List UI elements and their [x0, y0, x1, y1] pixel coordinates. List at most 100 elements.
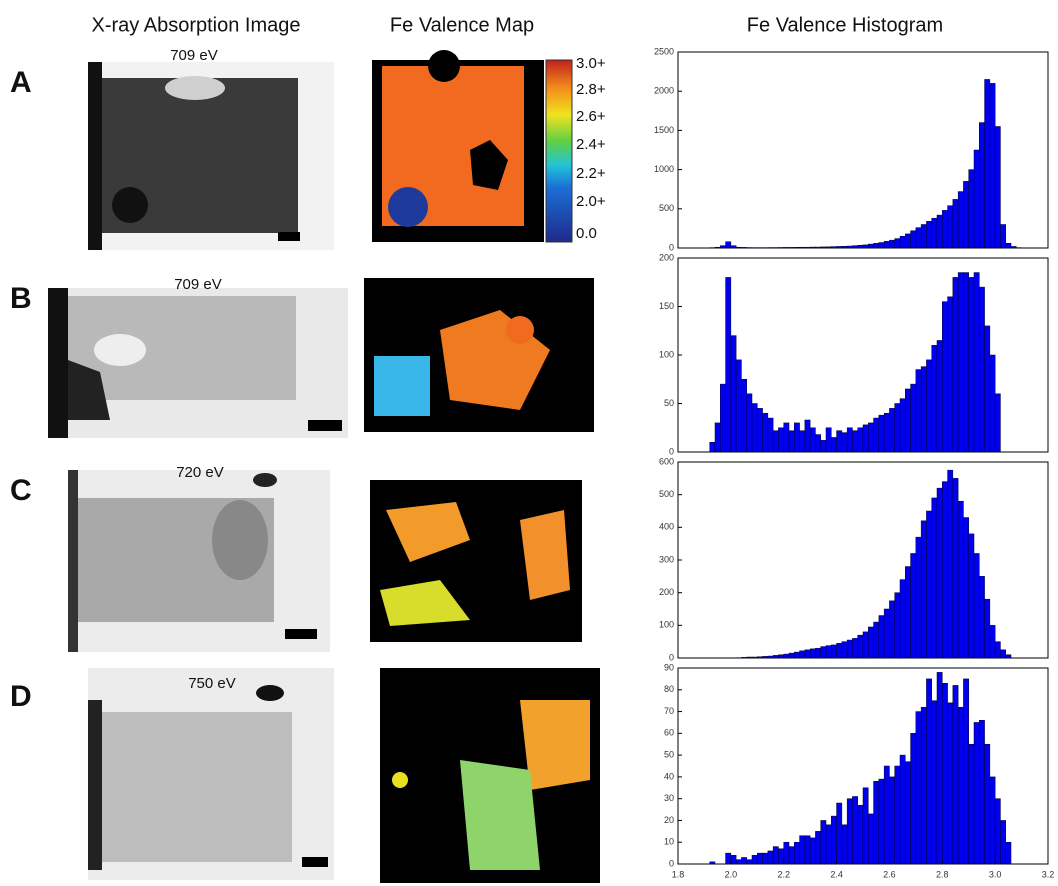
bar [926, 359, 932, 453]
bar [984, 598, 991, 659]
bar [973, 722, 980, 865]
bar [878, 242, 885, 249]
bar [815, 246, 821, 249]
bar [873, 417, 880, 453]
bar [714, 422, 721, 453]
bar [984, 325, 991, 453]
absorption-image [88, 62, 334, 250]
bar [762, 852, 769, 865]
bar [1005, 841, 1012, 865]
bar [735, 859, 742, 865]
y-tick-label: 500 [659, 203, 674, 213]
bar [942, 210, 948, 249]
bar [746, 656, 753, 659]
bar [846, 245, 853, 249]
bar [757, 408, 763, 453]
bar [836, 430, 843, 453]
bar [846, 798, 853, 865]
bar [751, 656, 758, 659]
bar [831, 437, 837, 453]
bar [979, 286, 985, 453]
bar [741, 247, 747, 249]
bar [857, 427, 864, 453]
bar [910, 553, 917, 659]
bar [873, 780, 880, 865]
bar [947, 702, 954, 865]
valence-map [370, 480, 582, 642]
bar [905, 761, 911, 865]
bar [841, 641, 848, 659]
bar [905, 388, 911, 453]
bar [883, 241, 890, 249]
bar [836, 643, 843, 659]
y-tick-label: 90 [664, 662, 674, 672]
bar [857, 245, 864, 249]
bar [751, 403, 758, 453]
bar [846, 639, 853, 659]
bar [820, 246, 827, 249]
bar [952, 199, 959, 249]
colorbar-label: 2.0+ [576, 193, 606, 210]
bar [730, 245, 737, 249]
bar [910, 383, 917, 453]
bar [915, 711, 922, 865]
bar [910, 230, 917, 249]
bar [873, 243, 880, 249]
bar [889, 776, 895, 865]
bar [1000, 649, 1006, 659]
bar [852, 430, 858, 453]
bar [831, 246, 837, 249]
bar [899, 754, 906, 865]
bar [772, 655, 779, 659]
bar [862, 244, 869, 249]
bar [994, 641, 1001, 659]
bar [989, 625, 996, 659]
bar [883, 765, 890, 865]
bar [820, 646, 827, 659]
bar [836, 802, 843, 865]
y-tick-label: 0 [669, 242, 674, 252]
bar [767, 850, 774, 865]
bar [952, 685, 959, 865]
bar [926, 510, 932, 659]
bar [1005, 243, 1012, 249]
y-tick-label: 200 [659, 252, 674, 262]
bar [899, 235, 906, 249]
bar [735, 246, 742, 249]
bar [767, 655, 774, 659]
bar [841, 246, 848, 249]
bar [783, 247, 790, 249]
bar [894, 403, 901, 453]
bar [926, 678, 932, 865]
bar [809, 837, 816, 865]
bar [730, 855, 737, 865]
bar [963, 272, 969, 453]
bar [831, 644, 837, 659]
bar [746, 859, 753, 865]
bar [836, 246, 843, 249]
panel-label: D [10, 680, 32, 713]
bar [889, 239, 895, 249]
y-tick-label: 80 [664, 684, 674, 694]
valence-map [372, 50, 573, 243]
bar [963, 181, 969, 249]
bar [788, 247, 795, 249]
bar [979, 720, 985, 865]
bar [957, 706, 964, 865]
x-tick-label: 2.6 [883, 869, 896, 879]
bar [799, 650, 806, 659]
bar [883, 412, 890, 453]
bar [852, 638, 858, 659]
bar [968, 533, 975, 659]
bar [915, 536, 922, 659]
bar [815, 434, 821, 453]
y-tick-label: 50 [664, 749, 674, 759]
y-tick-label: 200 [659, 587, 674, 597]
bar [794, 651, 800, 659]
y-tick-label: 70 [664, 706, 674, 716]
bar [783, 841, 790, 865]
y-tick-label: 300 [659, 554, 674, 564]
bar [883, 608, 890, 659]
bar [868, 422, 874, 453]
energy-label: 750 eV [188, 675, 236, 692]
